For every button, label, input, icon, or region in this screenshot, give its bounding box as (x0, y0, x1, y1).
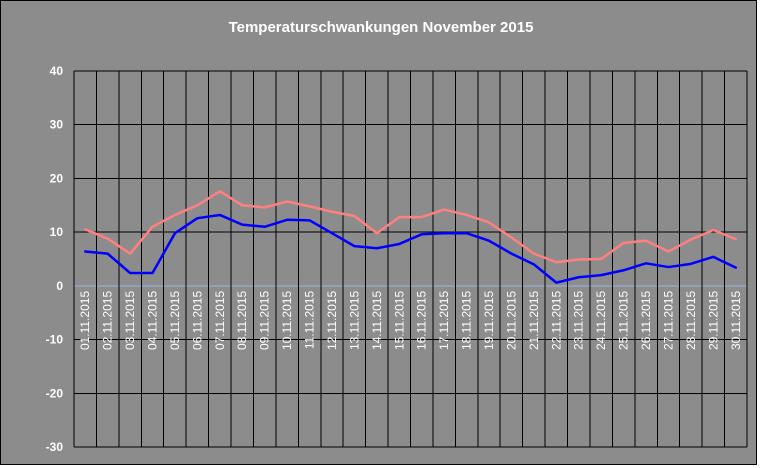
x-tick-label: 08.11.2015 (235, 291, 249, 350)
x-tick-label: 12.11.2015 (325, 291, 339, 350)
x-tick-label: 21.11.2015 (527, 291, 541, 350)
x-tick-label: 04.11.2015 (146, 291, 160, 350)
y-tick-label: -20 (46, 386, 64, 400)
x-tick-label: 15.11.2015 (392, 291, 406, 350)
x-tick-label: 10.11.2015 (280, 291, 294, 350)
x-tick-label: 16.11.2015 (415, 291, 429, 350)
x-tick-label: 11.11.2015 (303, 291, 317, 350)
y-tick-label: 0 (56, 279, 63, 293)
x-tick-label: 18.11.2015 (460, 291, 474, 350)
x-tick-label: 27.11.2015 (661, 291, 675, 350)
x-tick-label: 09.11.2015 (258, 291, 272, 350)
x-tick-label: 17.11.2015 (437, 291, 451, 350)
x-tick-label: 03.11.2015 (123, 291, 137, 350)
series-line-1 (83, 190, 738, 264)
x-tick-label: 29.11.2015 (706, 291, 720, 350)
series-layer (83, 190, 738, 284)
y-tick-label: -30 (46, 440, 64, 454)
y-tick-label: -10 (46, 333, 64, 347)
x-tick-label: 06.11.2015 (190, 291, 204, 350)
series-line-2 (83, 213, 738, 284)
grid-layer (73, 70, 748, 448)
x-tick-label: 24.11.2015 (594, 291, 608, 350)
y-tick-label: 30 (50, 118, 64, 132)
x-tick-label: 05.11.2015 (168, 291, 182, 350)
x-tick-label: 14.11.2015 (370, 291, 384, 350)
x-tick-label: 13.11.2015 (347, 291, 361, 350)
x-tick-label: 26.11.2015 (639, 291, 653, 350)
x-tick-label: 28.11.2015 (684, 291, 698, 350)
chart-title: Temperaturschwankungen November 2015 (229, 19, 534, 36)
x-tick-label: 01.11.2015 (78, 291, 92, 350)
y-tick-label: 20 (50, 171, 64, 185)
y-tick-label: 40 (50, 64, 64, 78)
x-tick-label: 19.11.2015 (482, 291, 496, 350)
x-tick-label: 23.11.2015 (572, 291, 586, 350)
x-tick-label: 30.11.2015 (729, 291, 743, 350)
x-axis-ticks: 01.11.2015 02.11.2015 03.11.2015 04.11.2015… (78, 291, 743, 350)
x-tick-label: 07.11.2015 (213, 291, 227, 350)
y-axis-ticks: 40 30 20 10 0 -10 -20 -30 (46, 64, 64, 454)
x-tick-label: 25.11.2015 (617, 291, 631, 350)
x-tick-label: 20.11.2015 (504, 291, 518, 350)
y-tick-label: 10 (50, 225, 64, 239)
x-tick-label: 02.11.2015 (101, 291, 115, 350)
x-tick-label: 22.11.2015 (549, 291, 563, 350)
